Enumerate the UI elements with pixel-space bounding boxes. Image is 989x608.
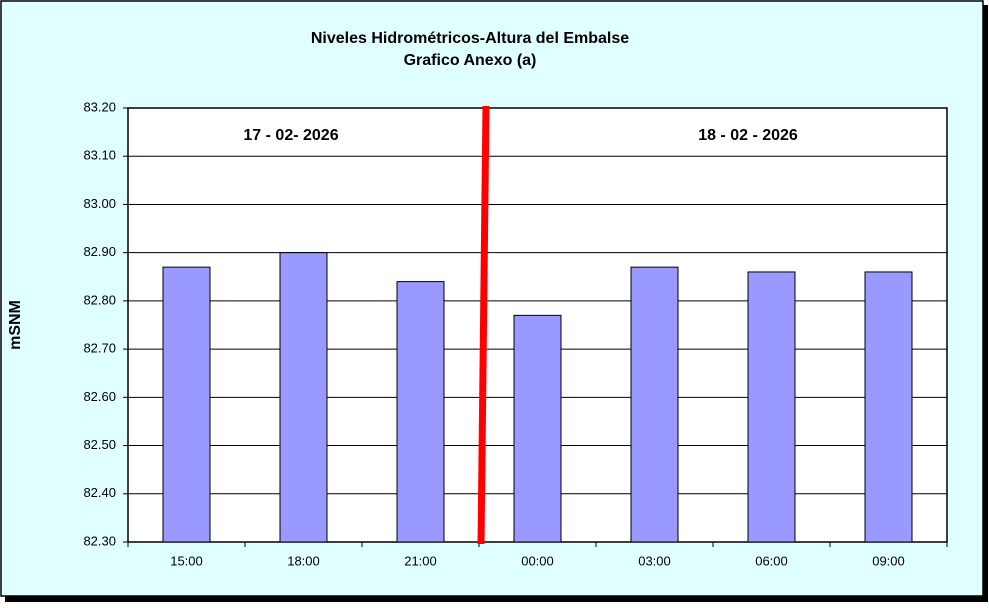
y-tick-label: 83.10 — [83, 148, 116, 163]
x-tick-label: 09:00 — [872, 553, 905, 568]
bar — [513, 314, 562, 543]
y-tick-label: 82.80 — [83, 292, 116, 307]
bar — [630, 266, 679, 543]
y-tick-label: 82.60 — [83, 389, 116, 404]
bar — [396, 281, 445, 543]
bar — [747, 271, 796, 543]
y-tick-label: 82.90 — [83, 244, 116, 259]
x-tick-label: 06:00 — [755, 553, 788, 568]
chart-subtitle: Grafico Anexo (a) — [404, 52, 537, 69]
y-tick-label: 83.00 — [83, 196, 116, 211]
y-tick-label: 82.30 — [83, 533, 116, 548]
bar — [864, 271, 913, 543]
y-tick-label: 82.40 — [83, 485, 116, 500]
x-tick-label: 00:00 — [521, 553, 554, 568]
y-tick-label: 82.70 — [83, 341, 116, 356]
date-separator — [477, 105, 490, 545]
chart-title: Niveles Hidrométricos-Altura del Embalse — [311, 30, 629, 47]
annotation: 17 - 02- 2026 — [243, 127, 338, 144]
bar — [279, 252, 328, 543]
y-tick-label: 83.20 — [83, 99, 116, 114]
x-tick-label: 18:00 — [287, 553, 320, 568]
bar — [162, 266, 211, 543]
x-tick-label: 03:00 — [638, 553, 671, 568]
y-tick-label: 82.50 — [83, 437, 116, 452]
x-tick-label: 21:00 — [404, 553, 437, 568]
annotation: 18 - 02 - 2026 — [698, 127, 798, 144]
x-tick-label: 15:00 — [170, 553, 203, 568]
y-axis-label: mSNM — [7, 300, 24, 350]
